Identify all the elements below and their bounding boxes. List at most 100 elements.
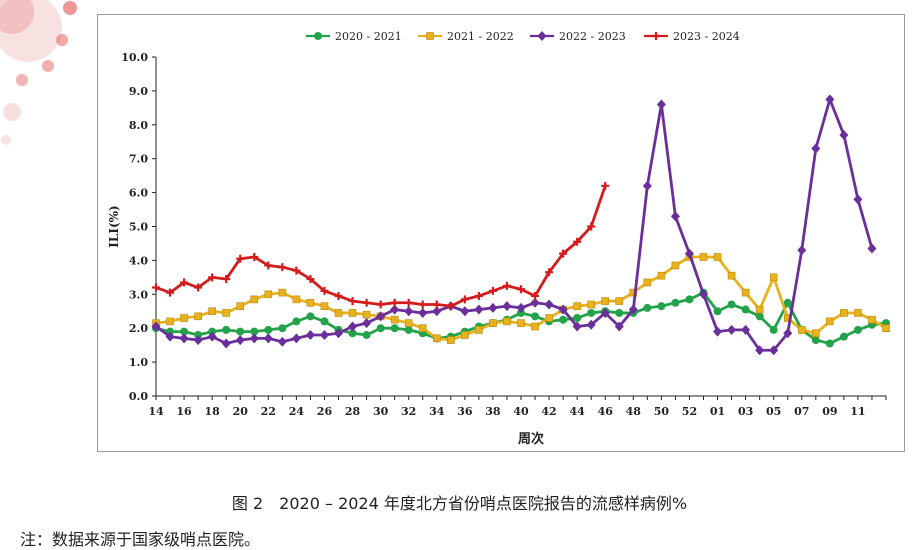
data-point [530, 297, 540, 308]
data-point [390, 304, 400, 315]
data-point [278, 288, 287, 297]
data-point [404, 298, 413, 307]
y-tick-label: 10.0 [121, 51, 148, 64]
data-point [314, 32, 322, 40]
y-tick-label: 2.0 [129, 322, 148, 335]
data-point [537, 31, 547, 41]
data-point [783, 298, 792, 307]
data-point [797, 245, 807, 256]
data-point [250, 327, 259, 336]
data-point [180, 314, 188, 322]
data-point [601, 297, 610, 305]
legend-label: 2021 - 2022 [447, 30, 514, 43]
data-point [545, 314, 553, 322]
data-point [376, 311, 386, 322]
data-point [755, 345, 765, 356]
data-point [867, 243, 877, 254]
data-point [586, 319, 596, 330]
data-point [755, 312, 764, 321]
data-point [235, 335, 245, 346]
data-point [531, 322, 539, 331]
data-point [166, 288, 175, 297]
data-point [629, 288, 638, 297]
x-axis-label: 周次 [518, 431, 544, 447]
data-point [825, 339, 834, 348]
x-tick-label: 22 [261, 405, 276, 418]
data-point [320, 286, 329, 295]
data-point [264, 261, 273, 270]
data-point [426, 32, 434, 40]
data-point [194, 283, 203, 292]
data-point [180, 327, 189, 336]
y-tick-label: 6.0 [129, 187, 148, 200]
x-tick-label: 11 [850, 405, 865, 418]
data-point [348, 329, 357, 338]
data-point [194, 330, 203, 339]
data-point [657, 271, 666, 280]
data-point [348, 297, 357, 306]
data-point [783, 328, 793, 339]
series-line [155, 185, 607, 308]
data-point [573, 302, 581, 310]
data-point [517, 285, 525, 294]
data-point [741, 288, 750, 297]
x-tick-label: 40 [513, 405, 529, 418]
data-point [475, 326, 483, 334]
data-point [461, 331, 469, 339]
data-point [151, 321, 161, 332]
data-point [727, 300, 736, 309]
data-point [489, 319, 497, 327]
series-2 [151, 94, 877, 356]
data-point [713, 253, 722, 261]
data-point [531, 291, 540, 300]
data-point [587, 300, 595, 309]
x-tick-label: 52 [682, 405, 697, 418]
data-point [727, 324, 737, 335]
x-axis-ticks: 14 16 18 20 22 24 26 28 30 32 34 36 38 40 42 44 46 48 50 52… [148, 396, 887, 418]
x-tick-label: 48 [626, 405, 642, 418]
data-point [517, 308, 525, 317]
x-tick-label: 20 [233, 405, 249, 418]
data-point [558, 304, 568, 315]
series-line [155, 97, 874, 352]
data-point [685, 295, 694, 304]
data-point [432, 334, 441, 343]
data-point [306, 298, 315, 307]
data-point [291, 333, 301, 344]
data-point [652, 32, 660, 40]
data-point [208, 273, 217, 282]
chart-frame: 2020 - 2021 2021 - 2022 2022 - 2023 2023 - … [97, 14, 905, 452]
data-point [587, 308, 596, 317]
data-point [236, 254, 245, 263]
data-point [741, 305, 750, 314]
x-tick-label: 38 [485, 405, 501, 418]
x-tick-label: 05 [766, 405, 781, 418]
data-point [516, 302, 526, 313]
data-point [628, 304, 638, 315]
data-point [699, 253, 708, 261]
data-point [839, 332, 848, 341]
figure-caption: 图 2 2020 – 2024 年度北方省份哨点医院报告的流感样病例% [231, 494, 688, 513]
y-tick-label: 4.0 [129, 254, 148, 267]
data-point [432, 300, 441, 309]
x-tick-label: 09 [822, 405, 837, 418]
data-point [488, 302, 498, 313]
data-point [362, 318, 372, 329]
y-tick-label: 7.0 [129, 153, 148, 166]
data-point [755, 305, 764, 314]
x-tick-label: 07 [794, 405, 809, 418]
data-point [166, 317, 174, 326]
data-point [600, 307, 610, 318]
x-tick-label: 26 [317, 405, 333, 418]
data-point [207, 331, 217, 342]
data-point [390, 315, 399, 324]
data-point [320, 317, 329, 326]
x-tick-label: 46 [598, 405, 614, 418]
data-point [278, 263, 287, 272]
data-point [544, 299, 554, 310]
data-point [348, 321, 358, 332]
x-tick-label: 03 [738, 405, 753, 418]
data-point [502, 301, 512, 312]
data-point [460, 295, 469, 304]
data-point [853, 325, 862, 334]
